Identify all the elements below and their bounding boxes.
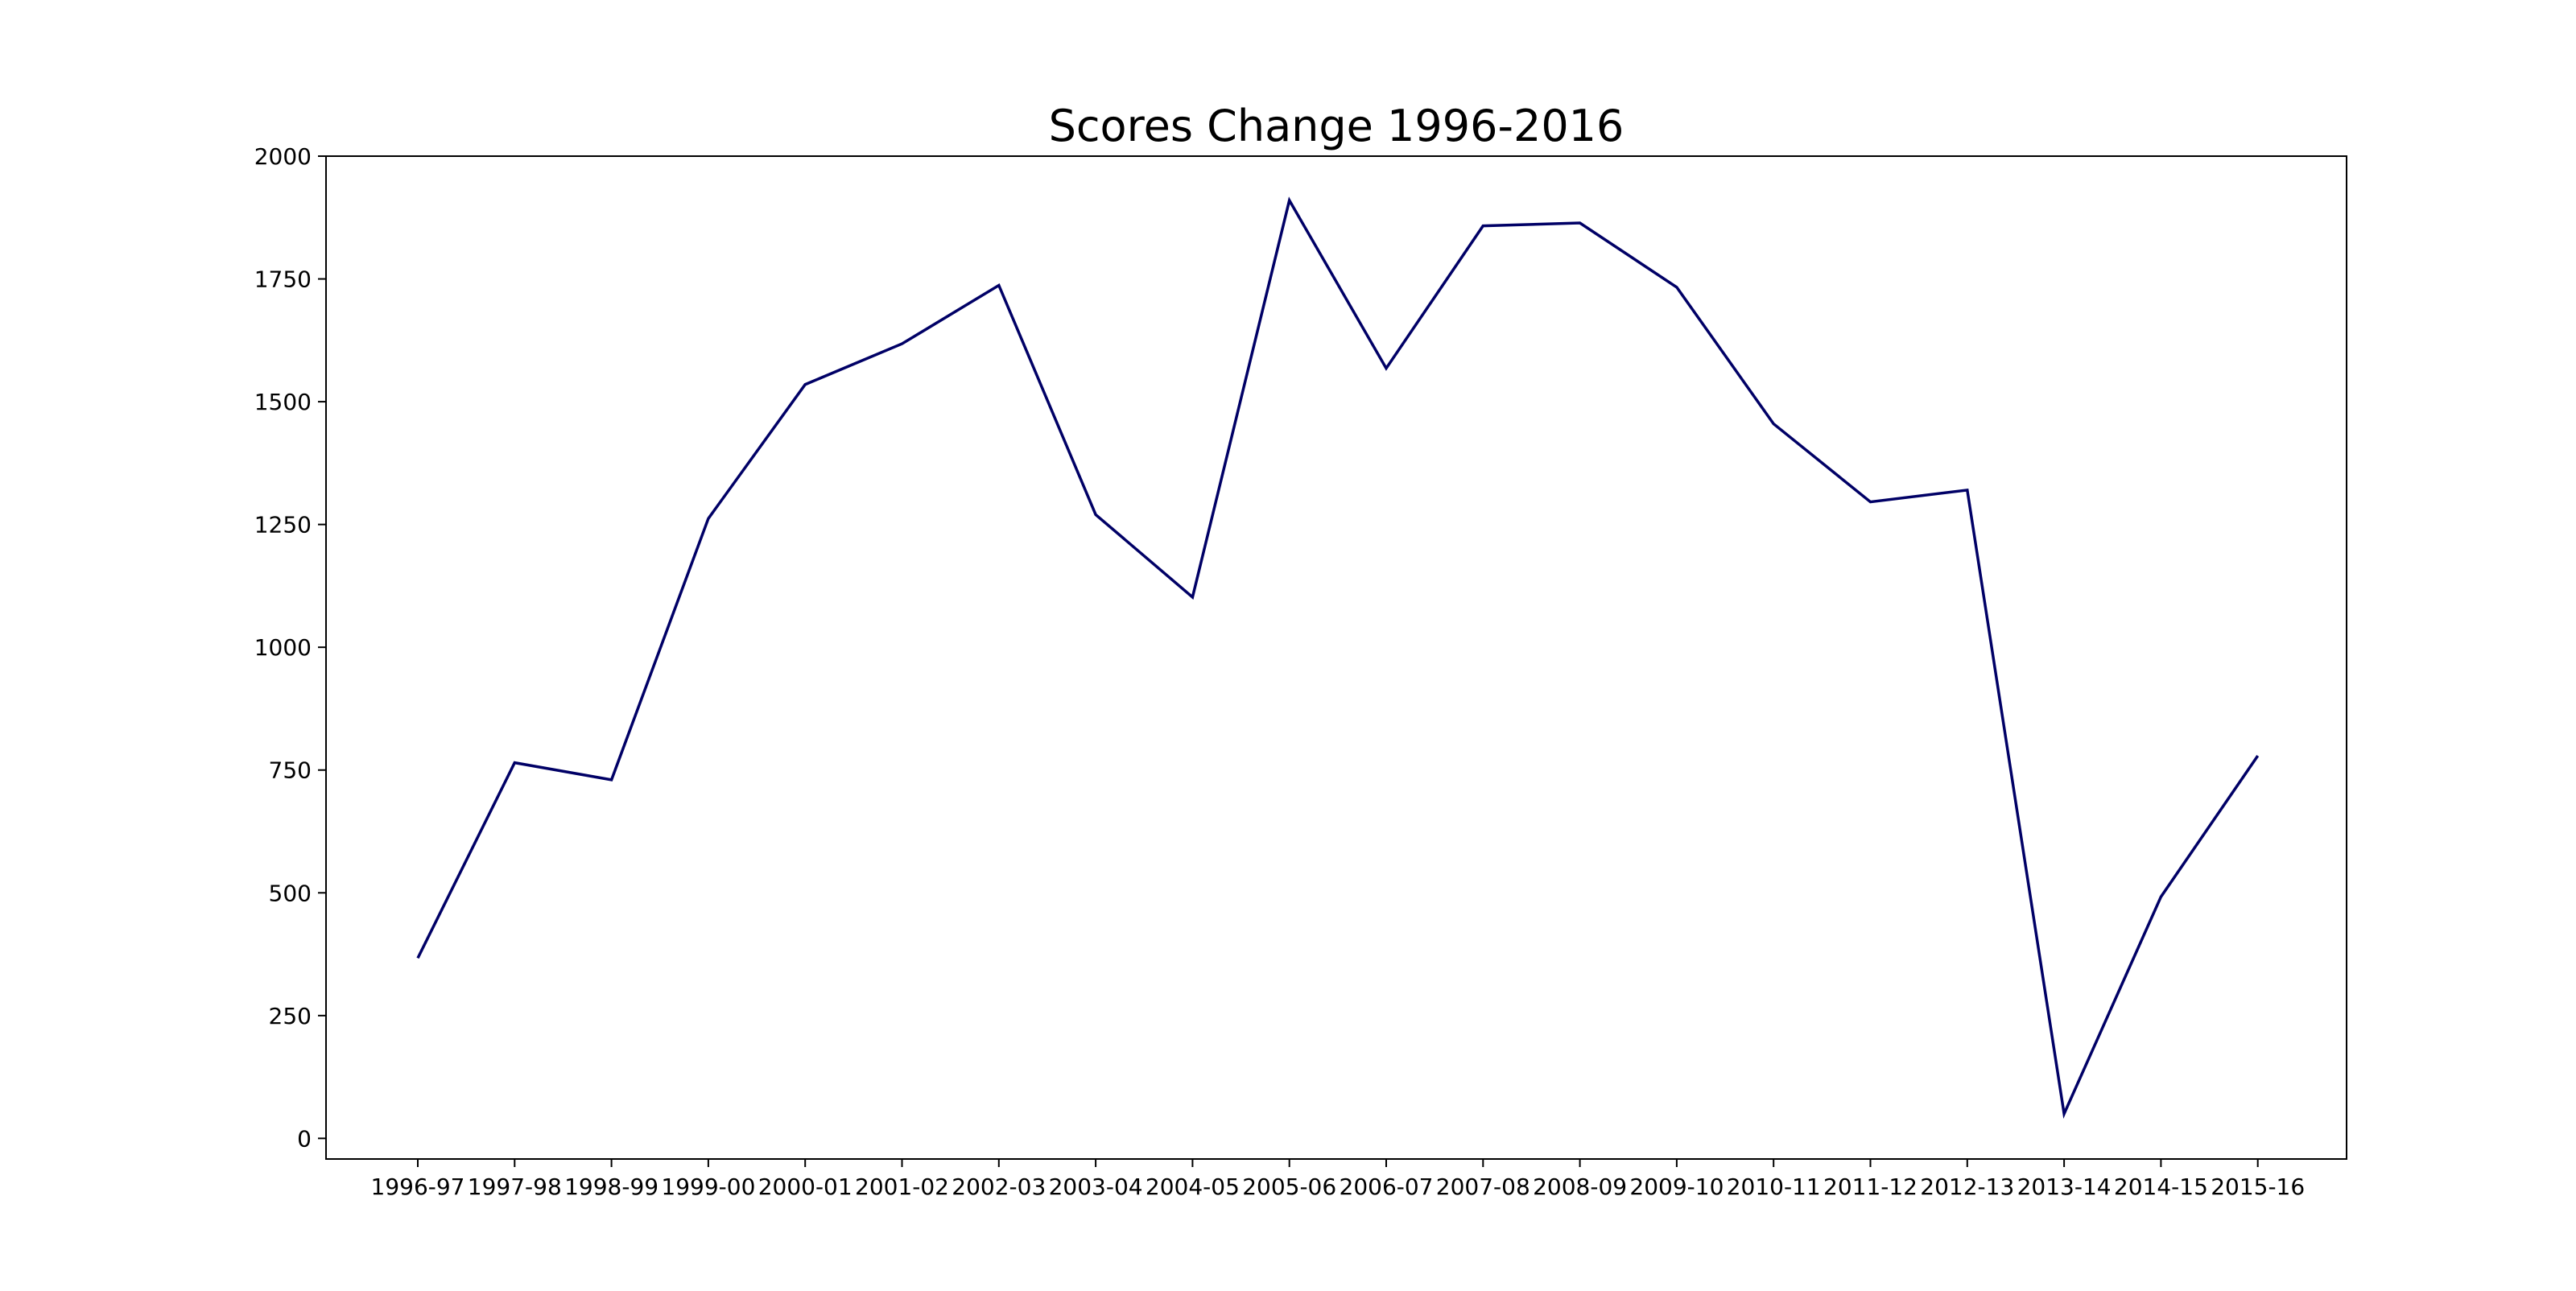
data-point xyxy=(417,957,419,959)
data-point xyxy=(1966,489,1968,491)
y-tick-label: 1250 xyxy=(254,512,312,538)
x-tick-label: 2007-08 xyxy=(1436,1173,1530,1200)
x-tick-label: 2006-07 xyxy=(1340,1173,1434,1200)
data-point xyxy=(514,761,516,764)
y-tick-label: 1500 xyxy=(254,389,312,415)
data-point xyxy=(1579,221,1581,224)
axes xyxy=(325,155,2347,1160)
x-tick-label: 2004-05 xyxy=(1146,1173,1240,1200)
y-tick-label: 750 xyxy=(269,757,312,784)
data-point xyxy=(2256,755,2259,757)
x-tick-label: 2000-01 xyxy=(758,1173,852,1200)
x-tick-label: 2013-14 xyxy=(2017,1173,2112,1200)
data-point xyxy=(1482,225,1484,227)
data-point xyxy=(1288,199,1290,201)
x-tick-label: 2005-06 xyxy=(1242,1173,1336,1200)
x-tick-label: 2001-02 xyxy=(855,1173,949,1200)
series-line xyxy=(416,196,2260,1120)
data-point xyxy=(1773,423,1775,425)
data-point xyxy=(1095,514,1097,516)
data-point xyxy=(707,518,709,520)
chart-title: Scores Change 1996-2016 xyxy=(1049,101,1624,151)
x-tick-label: 2010-11 xyxy=(1727,1173,1821,1200)
x-tick-label: 1997-98 xyxy=(468,1173,562,1200)
data-point xyxy=(804,383,807,386)
x-tick-label: 1996-97 xyxy=(371,1173,465,1200)
x-tick-label: 2003-04 xyxy=(1049,1173,1143,1200)
x-tick-label: 2009-10 xyxy=(1629,1173,1724,1200)
data-point xyxy=(2063,1112,2066,1115)
y-tick-label: 0 xyxy=(297,1125,312,1152)
y-tick-label: 500 xyxy=(269,880,312,906)
x-tick-label: 2014-15 xyxy=(2114,1173,2208,1200)
y-tick-label: 250 xyxy=(269,1003,312,1029)
x-tick-label: 2008-09 xyxy=(1533,1173,1627,1200)
x-tick-label: 2015-16 xyxy=(2211,1173,2305,1200)
x-tick-label: 1999-00 xyxy=(661,1173,755,1200)
x-tick-label: 2002-03 xyxy=(952,1173,1046,1200)
x-tick-label: 2012-13 xyxy=(1920,1173,2014,1200)
series-layer xyxy=(416,196,2260,1120)
data-point xyxy=(1385,367,1388,369)
data-point xyxy=(610,778,613,781)
y-tick-label: 1000 xyxy=(254,634,312,661)
y-tick-label: 2000 xyxy=(254,143,312,170)
data-point xyxy=(2160,896,2162,898)
data-point xyxy=(1191,596,1194,598)
data-point xyxy=(997,284,1000,287)
data-point xyxy=(1675,286,1678,288)
y-tick-label: 1750 xyxy=(254,266,312,293)
plot-frame xyxy=(325,155,2347,1160)
x-tick-label: 2011-12 xyxy=(1823,1173,1918,1200)
data-point xyxy=(901,343,903,345)
data-point xyxy=(1869,501,1872,503)
x-tick-label: 1998-99 xyxy=(564,1173,658,1200)
